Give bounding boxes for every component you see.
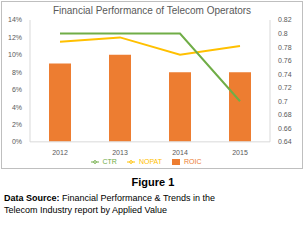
html-text:CTR: CTR bbox=[102, 157, 117, 165]
svg-text:0.72: 0.72 bbox=[278, 84, 292, 91]
svg-text:0.68: 0.68 bbox=[278, 111, 292, 118]
svg-text:2015: 2015 bbox=[232, 149, 248, 156]
svg-text:2014: 2014 bbox=[172, 149, 188, 156]
svg-text:6%: 6% bbox=[12, 86, 22, 93]
svg-text:0.78: 0.78 bbox=[278, 44, 292, 51]
html-text:NOPAT: NOPAT bbox=[138, 157, 162, 165]
svg-text:0%: 0% bbox=[12, 138, 22, 145]
svg-text:14%: 14% bbox=[8, 16, 22, 23]
svg-text:2%: 2% bbox=[12, 121, 22, 128]
svg-text:0.8: 0.8 bbox=[278, 30, 288, 37]
svg-text:8%: 8% bbox=[12, 69, 22, 76]
svg-text:0.76: 0.76 bbox=[278, 57, 292, 64]
svg-text:2012: 2012 bbox=[52, 149, 68, 156]
html-text:Financial Performance of Telec: Financial Performance of Telecom Operato… bbox=[52, 5, 252, 16]
svg-text:10%: 10% bbox=[8, 51, 22, 58]
svg-text:0.74: 0.74 bbox=[278, 71, 292, 78]
svg-text:0.66: 0.66 bbox=[278, 125, 292, 132]
svg-text:0.82: 0.82 bbox=[278, 16, 292, 23]
html-text:ROIC: ROIC bbox=[184, 157, 202, 165]
svg-text:4%: 4% bbox=[12, 104, 22, 111]
svg-text:12%: 12% bbox=[8, 34, 22, 41]
svg-text:0.7: 0.7 bbox=[278, 98, 288, 105]
html-text:Data Source: Financial Perform: Data Source: Financial Performance & Tre… bbox=[4, 193, 216, 215]
svg-text:2013: 2013 bbox=[112, 149, 128, 156]
html-text:Figure 1: Figure 1 bbox=[131, 176, 175, 188]
svg-text:0.64: 0.64 bbox=[278, 138, 292, 145]
